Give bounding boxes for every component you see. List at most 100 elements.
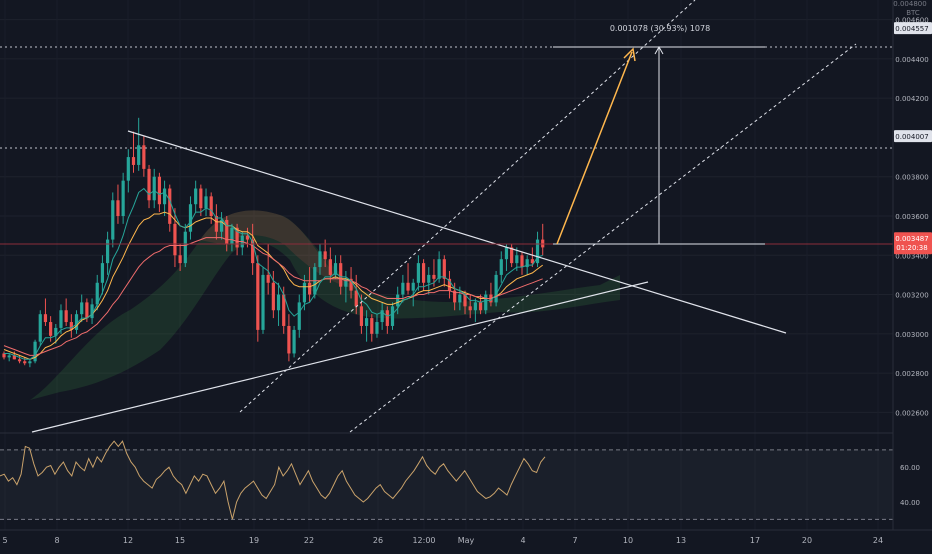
candle-body bbox=[256, 263, 260, 330]
projection-arrow bbox=[556, 51, 633, 245]
candle-body bbox=[33, 341, 37, 362]
time-tick-label: 8 bbox=[54, 536, 59, 545]
candle-body bbox=[137, 145, 141, 165]
candle-body bbox=[183, 231, 187, 264]
time-tick-label: 20 bbox=[802, 536, 812, 545]
candle-body bbox=[468, 306, 472, 311]
candle-body bbox=[235, 227, 239, 248]
rsi-band bbox=[0, 449, 893, 520]
price-tick-label: 0.004600 bbox=[895, 17, 928, 25]
measure-arrowhead bbox=[654, 45, 664, 55]
candle-body bbox=[458, 294, 462, 303]
candle-body bbox=[432, 274, 436, 279]
price-tick-label: 0.003400 bbox=[895, 252, 928, 260]
candle-body bbox=[142, 145, 146, 169]
time-tick-label: 12 bbox=[123, 536, 133, 545]
time-tick-label: May bbox=[458, 536, 475, 545]
candle-body bbox=[209, 196, 213, 216]
candle-body bbox=[147, 168, 151, 201]
candle-body bbox=[276, 294, 281, 311]
rsi-tick-label: 40.00 bbox=[900, 499, 920, 507]
candle-body bbox=[510, 247, 514, 264]
candle-body bbox=[131, 157, 136, 165]
candle-body bbox=[230, 227, 234, 244]
candle-body bbox=[359, 306, 364, 326]
measure-label: 0.001078 (30.93%) 1078 bbox=[610, 24, 710, 33]
candle-body bbox=[12, 355, 16, 360]
time-tick-label: 15 bbox=[175, 536, 185, 545]
candle-body bbox=[535, 239, 540, 264]
candle-body bbox=[484, 294, 488, 311]
level-price-marker bbox=[894, 22, 932, 35]
candle-body bbox=[204, 196, 208, 209]
candle-body bbox=[2, 353, 6, 358]
channel-line-upper bbox=[239, 0, 696, 413]
current-price-value: 0.003487 bbox=[895, 235, 928, 243]
candle-body bbox=[106, 239, 110, 264]
currency-label: BTC bbox=[906, 9, 920, 17]
candle-body bbox=[344, 278, 348, 287]
candle-body bbox=[478, 302, 483, 311]
candle-body bbox=[390, 306, 395, 326]
candle-body bbox=[292, 329, 296, 354]
candle-body bbox=[380, 310, 384, 323]
candle-body bbox=[168, 188, 172, 224]
candle-body bbox=[17, 359, 22, 362]
candle-body bbox=[261, 274, 265, 330]
candle-body bbox=[64, 310, 68, 323]
candle-body bbox=[38, 314, 42, 342]
candle-body bbox=[126, 157, 130, 181]
candle-body bbox=[375, 322, 379, 334]
candle-body bbox=[271, 282, 275, 311]
candle-body bbox=[370, 318, 374, 334]
candle-body bbox=[219, 219, 224, 232]
candle-body bbox=[162, 188, 167, 205]
candle-body bbox=[225, 219, 229, 244]
candle-body bbox=[385, 310, 389, 326]
candle-body bbox=[85, 302, 89, 319]
candle-body bbox=[121, 180, 125, 216]
candle-body bbox=[541, 239, 545, 248]
moving-averages bbox=[3, 187, 544, 360]
price-tick-label: 0.004200 bbox=[895, 95, 928, 103]
candle-body bbox=[365, 318, 369, 326]
candle-body bbox=[69, 322, 73, 330]
candle-body bbox=[111, 200, 115, 240]
candle-body bbox=[427, 274, 431, 283]
candle-body bbox=[282, 294, 286, 326]
candle-body bbox=[416, 263, 420, 283]
candle-body bbox=[504, 247, 509, 260]
upper-trendline bbox=[127, 130, 787, 334]
candle-body bbox=[302, 282, 307, 303]
candle-body bbox=[80, 302, 84, 315]
candle-body bbox=[100, 263, 105, 283]
time-tick-label: 22 bbox=[304, 536, 314, 545]
candle-body bbox=[23, 361, 27, 364]
candle-body bbox=[43, 314, 48, 323]
candle-body bbox=[453, 290, 457, 303]
price-tick-label: 0.002800 bbox=[895, 370, 928, 378]
candle-body bbox=[28, 361, 32, 364]
candle-body bbox=[401, 282, 405, 295]
candle-body bbox=[90, 304, 94, 319]
series-line-1 bbox=[3, 237, 543, 356]
time-tick-label: 19 bbox=[249, 536, 259, 545]
candle-body bbox=[251, 239, 255, 264]
rsi-pane bbox=[0, 432, 893, 520]
series-line-2 bbox=[4, 187, 543, 360]
price-tick-label: 0.003200 bbox=[895, 292, 928, 300]
time-tick-label: 13 bbox=[676, 536, 686, 545]
candle-body bbox=[406, 282, 410, 291]
price-tick-label: 0.004400 bbox=[895, 56, 928, 64]
candles bbox=[2, 117, 545, 368]
candle-body bbox=[421, 263, 426, 283]
candle-body bbox=[442, 259, 446, 279]
time-tick-label: 24 bbox=[873, 536, 883, 545]
candle-body bbox=[287, 325, 291, 354]
candle-body bbox=[515, 255, 519, 264]
candle-body bbox=[59, 310, 63, 328]
candle-body bbox=[95, 282, 99, 305]
